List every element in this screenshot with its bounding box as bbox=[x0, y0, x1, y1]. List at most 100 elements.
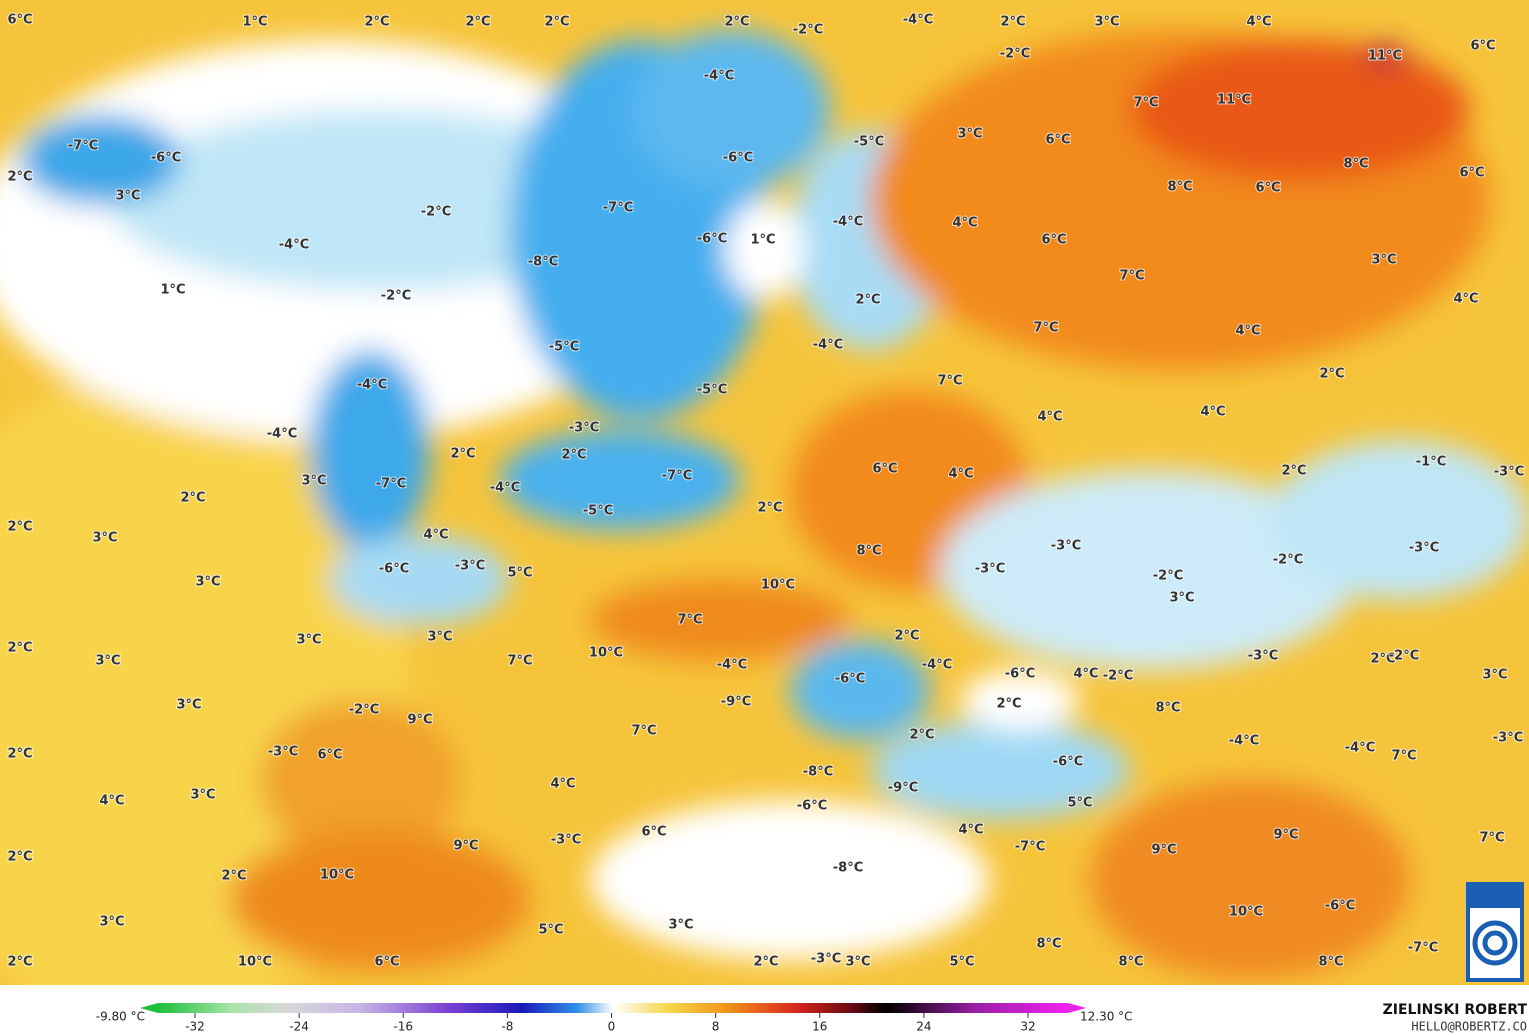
temperature-label: 10°C bbox=[1229, 905, 1263, 920]
temperature-label: -6°C bbox=[379, 562, 409, 577]
temperature-label: -6°C bbox=[723, 151, 753, 166]
temperature-label: 4°C bbox=[423, 528, 448, 543]
temperature-label: 10°C bbox=[761, 578, 795, 593]
temperature-label: 7°C bbox=[1479, 831, 1504, 846]
colorbar-tick-label: 24 bbox=[916, 1020, 931, 1034]
temperature-label: -9°C bbox=[888, 781, 918, 796]
temperature-label: 3°C bbox=[296, 633, 321, 648]
colorbar-tick-label: -8 bbox=[501, 1020, 513, 1034]
temperature-label: 1°C bbox=[750, 233, 775, 248]
colorbar-tick-label: -24 bbox=[289, 1020, 309, 1034]
temperature-label: 4°C bbox=[1037, 410, 1062, 425]
colorbar-tick-label: 32 bbox=[1020, 1020, 1035, 1034]
temperature-label: 3°C bbox=[95, 654, 120, 669]
temperature-label: -3°C bbox=[1494, 465, 1524, 480]
temperature-label: -8°C bbox=[833, 861, 863, 876]
temperature-label: -4°C bbox=[357, 378, 387, 393]
temperature-label: 2°C bbox=[996, 697, 1021, 712]
temperature-label: -4°C bbox=[704, 69, 734, 84]
temperature-label: -2°C bbox=[1273, 553, 1303, 568]
temperature-label: 6°C bbox=[1045, 133, 1070, 148]
temperature-label: -9°C bbox=[721, 695, 751, 710]
temperature-label: 3°C bbox=[1482, 668, 1507, 683]
temperature-label: 5°C bbox=[949, 955, 974, 970]
temperature-label: -3°C bbox=[975, 562, 1005, 577]
colorbar-tick-label: 8 bbox=[712, 1020, 720, 1034]
temperature-label: 6°C bbox=[641, 825, 666, 840]
temperature-label: 7°C bbox=[937, 374, 962, 389]
temperature-label: 3°C bbox=[99, 915, 124, 930]
min-label: -9.80 °C bbox=[96, 1010, 145, 1024]
temperature-label: -5°C bbox=[854, 135, 884, 150]
temperature-label: -1°C bbox=[1416, 455, 1446, 470]
temperature-label: 3°C bbox=[1169, 591, 1194, 606]
temperature-label: -2°C bbox=[1153, 569, 1183, 584]
temperature-label: -5°C bbox=[583, 504, 613, 519]
temperature-label: 7°C bbox=[1391, 749, 1416, 764]
temperature-label: 2°C bbox=[1000, 15, 1025, 30]
temperature-label: 2°C bbox=[221, 869, 246, 884]
temperature-label: 2°C bbox=[7, 747, 32, 762]
temperature-label: -7°C bbox=[603, 201, 633, 216]
temperature-label: -2°C bbox=[421, 205, 451, 220]
temperature-label: 4°C bbox=[1200, 405, 1225, 420]
temperature-label: 6°C bbox=[374, 955, 399, 970]
temperature-label: -6°C bbox=[151, 151, 181, 166]
temperature-label: 3°C bbox=[427, 630, 452, 645]
temperature-label: -4°C bbox=[922, 658, 952, 673]
temperature-label: 7°C bbox=[1119, 269, 1144, 284]
temperature-label: 7°C bbox=[507, 654, 532, 669]
temperature-label: 2°C bbox=[1370, 652, 1395, 667]
temperature-label: 2°C bbox=[180, 491, 205, 506]
temperature-label: 3°C bbox=[301, 474, 326, 489]
temperature-label: 8°C bbox=[856, 544, 881, 559]
temperature-label: 2°C bbox=[894, 629, 919, 644]
temperature-label: -6°C bbox=[1325, 899, 1355, 914]
temperature-label: 2°C bbox=[7, 170, 32, 185]
temperature-label: 2°C bbox=[7, 641, 32, 656]
temperature-label: 5°C bbox=[507, 566, 532, 581]
temperature-label: -7°C bbox=[376, 477, 406, 492]
temperature-label: -3°C bbox=[569, 421, 599, 436]
temperature-label: 3°C bbox=[957, 127, 982, 142]
temperature-label: 3°C bbox=[1371, 253, 1396, 268]
temperature-label: 2°C bbox=[757, 501, 782, 516]
temperature-label: 5°C bbox=[538, 923, 563, 938]
temperature-label: -2°C bbox=[1103, 669, 1133, 684]
temperature-label: -2°C bbox=[793, 23, 823, 38]
colorbar-tick-label: 16 bbox=[812, 1020, 827, 1034]
colorbar-tick-label: -16 bbox=[393, 1020, 413, 1034]
temperature-label: 7°C bbox=[631, 724, 656, 739]
temperature-label: 4°C bbox=[99, 794, 124, 809]
temperature-label: 4°C bbox=[1073, 667, 1098, 682]
colorbar-end bbox=[140, 1003, 158, 1013]
max-label: 12.30 °C bbox=[1080, 1010, 1133, 1024]
colorbar-end bbox=[1068, 1003, 1086, 1013]
colorbar-ramp bbox=[158, 1003, 1068, 1013]
temperature-label: -2°C bbox=[381, 289, 411, 304]
temperature-label: -3°C bbox=[1493, 731, 1523, 746]
temperature-label: -4°C bbox=[279, 238, 309, 253]
temperature-label: 9°C bbox=[1273, 828, 1298, 843]
temperature-label: 11°C bbox=[1217, 93, 1251, 108]
temperature-label: 2°C bbox=[1281, 464, 1306, 479]
temperature-label: -5°C bbox=[549, 340, 579, 355]
temperature-label: -3°C bbox=[455, 559, 485, 574]
temperature-label: -4°C bbox=[1345, 741, 1375, 756]
temperature-label: -4°C bbox=[833, 215, 863, 230]
colorbar-tick-label: 0 bbox=[608, 1020, 616, 1034]
temperature-label: -2°C bbox=[1389, 649, 1419, 664]
temperature-label: -3°C bbox=[811, 952, 841, 967]
temperature-label: 3°C bbox=[668, 918, 693, 933]
credit-name: ZIELINSKI ROBERT bbox=[1383, 1002, 1528, 1018]
temperature-label: 8°C bbox=[1343, 157, 1368, 172]
temperature-label: 8°C bbox=[1167, 180, 1192, 195]
temperature-label: 8°C bbox=[1155, 701, 1180, 716]
temperature-label: 1°C bbox=[160, 283, 185, 298]
temperature-label: 7°C bbox=[1033, 321, 1058, 336]
temperature-label: -8°C bbox=[528, 255, 558, 270]
temperature-label: -4°C bbox=[717, 658, 747, 673]
temperature-label: 8°C bbox=[1036, 937, 1061, 952]
temperature-label: -7°C bbox=[662, 469, 692, 484]
